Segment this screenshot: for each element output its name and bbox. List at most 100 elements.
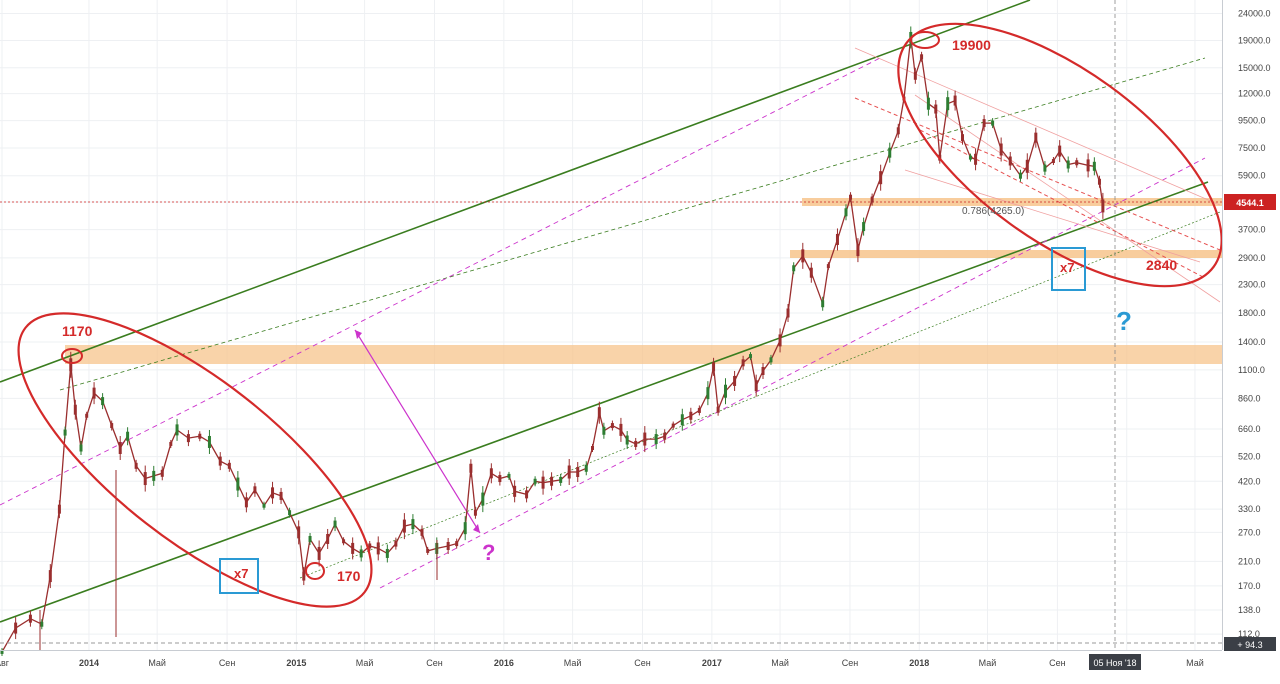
y-tick-label: 138.0 xyxy=(1238,605,1261,615)
candle-body xyxy=(160,469,164,477)
candle-body xyxy=(143,472,147,486)
x-tick-label: 2017 xyxy=(702,658,722,668)
candle-body xyxy=(420,528,424,536)
red-fan-line-3 xyxy=(904,169,1201,263)
candle-body xyxy=(92,387,96,399)
candle-body xyxy=(244,497,248,508)
candle-body xyxy=(619,423,623,436)
x-tick-label: Сен xyxy=(842,658,859,668)
y-tick-label: 420.0 xyxy=(1238,476,1261,486)
candle-body xyxy=(625,435,629,445)
candle-body xyxy=(533,478,537,484)
channel-upper-line xyxy=(0,0,1031,383)
candle-body xyxy=(513,485,517,497)
candle-body xyxy=(1043,164,1047,172)
candle-body xyxy=(498,475,502,483)
candle-body xyxy=(308,535,312,542)
candle-body xyxy=(926,97,930,110)
candle-body xyxy=(227,462,231,469)
candle-body xyxy=(489,468,493,479)
candle-body xyxy=(689,411,693,420)
ellipse-2014-top xyxy=(17,312,373,608)
candle-body xyxy=(1034,132,1038,143)
candle-body xyxy=(982,119,986,128)
candle-body xyxy=(394,540,398,547)
y-tick-label: 520.0 xyxy=(1238,452,1261,462)
candle-body xyxy=(706,387,710,400)
candle-body xyxy=(991,120,995,126)
gridlines xyxy=(0,0,1222,650)
candle-body xyxy=(862,222,866,232)
y-tick-label: 170.0 xyxy=(1238,581,1261,591)
support-zone-2900 xyxy=(790,250,1222,258)
candle-body xyxy=(974,153,978,165)
annotation-label: 0.786(4265.0) xyxy=(962,206,1024,217)
candle-body xyxy=(411,519,415,530)
candle-body xyxy=(207,435,211,448)
candle-body xyxy=(326,533,330,544)
candle-body xyxy=(610,423,614,429)
measure-arrow xyxy=(354,329,481,534)
candle-body xyxy=(663,432,667,440)
measure-arrow-head-bottom xyxy=(473,524,480,533)
red-dashed-line-2 xyxy=(919,129,1206,279)
candle-body xyxy=(342,539,346,544)
candle-body xyxy=(821,300,825,308)
candle-body xyxy=(792,265,796,272)
candle-body xyxy=(507,473,511,478)
annotation-label: ? xyxy=(1116,306,1132,336)
y-tick-label: 5900.0 xyxy=(1238,171,1266,181)
candle-body xyxy=(152,470,156,481)
annotation-label: 2840 xyxy=(1146,257,1177,273)
y-tick-label: 24000.0 xyxy=(1238,8,1271,18)
candle-body xyxy=(110,423,114,429)
candle-body xyxy=(896,127,900,135)
candle-body xyxy=(844,208,848,217)
candle-body xyxy=(1058,145,1062,157)
crosshair-date-tag xyxy=(1089,654,1141,670)
candle-body xyxy=(920,54,924,60)
candle-body xyxy=(576,467,580,478)
annotation-label: x7 xyxy=(234,566,248,581)
x-tick-label: Май xyxy=(356,658,374,668)
y-tick-label: 112.0 xyxy=(1238,629,1260,639)
candle-body xyxy=(28,614,32,623)
candle-body xyxy=(525,490,529,499)
candle-body xyxy=(368,543,372,549)
candle-body xyxy=(317,546,321,560)
annotation-label: 170 xyxy=(337,568,361,584)
candle-body xyxy=(856,244,860,257)
x-tick-label: 2015 xyxy=(286,658,306,668)
candle-body xyxy=(473,509,477,516)
x-tick-label: Май xyxy=(148,658,166,668)
candle-body xyxy=(960,134,964,142)
y-tick-label: 860.0 xyxy=(1238,393,1261,403)
candle-body xyxy=(999,143,1003,156)
bottom-value-tag-label: + 94.3 xyxy=(1237,640,1262,650)
low-circle-170 xyxy=(305,562,325,580)
candle-body xyxy=(1086,159,1090,172)
candle-body xyxy=(643,432,647,446)
channel-mid-line xyxy=(59,57,1206,391)
y-tick-label: 270.0 xyxy=(1238,527,1261,537)
candle-body xyxy=(946,97,950,111)
candle-body xyxy=(602,426,606,435)
magenta-upper-line xyxy=(0,57,881,506)
candle-body xyxy=(809,267,813,278)
candle-body xyxy=(826,264,830,269)
candle-body xyxy=(402,519,406,533)
candle-body xyxy=(541,476,545,489)
y-tick-label: 3700.0 xyxy=(1238,225,1266,235)
candle-body xyxy=(597,407,601,419)
y-tick-label: 210.0 xyxy=(1238,556,1261,566)
red-fan-line-2 xyxy=(914,94,1221,303)
candle-body xyxy=(934,104,938,114)
candle-body xyxy=(550,476,554,486)
axes: 24000.0 19000.0 15000.0 12000.0 9500.0 7500.0… xyxy=(0,0,1276,670)
candle-body xyxy=(754,380,758,392)
channel-lower-line xyxy=(0,181,1209,623)
peak-circle-1170 xyxy=(61,348,83,364)
candle-body xyxy=(733,375,737,386)
